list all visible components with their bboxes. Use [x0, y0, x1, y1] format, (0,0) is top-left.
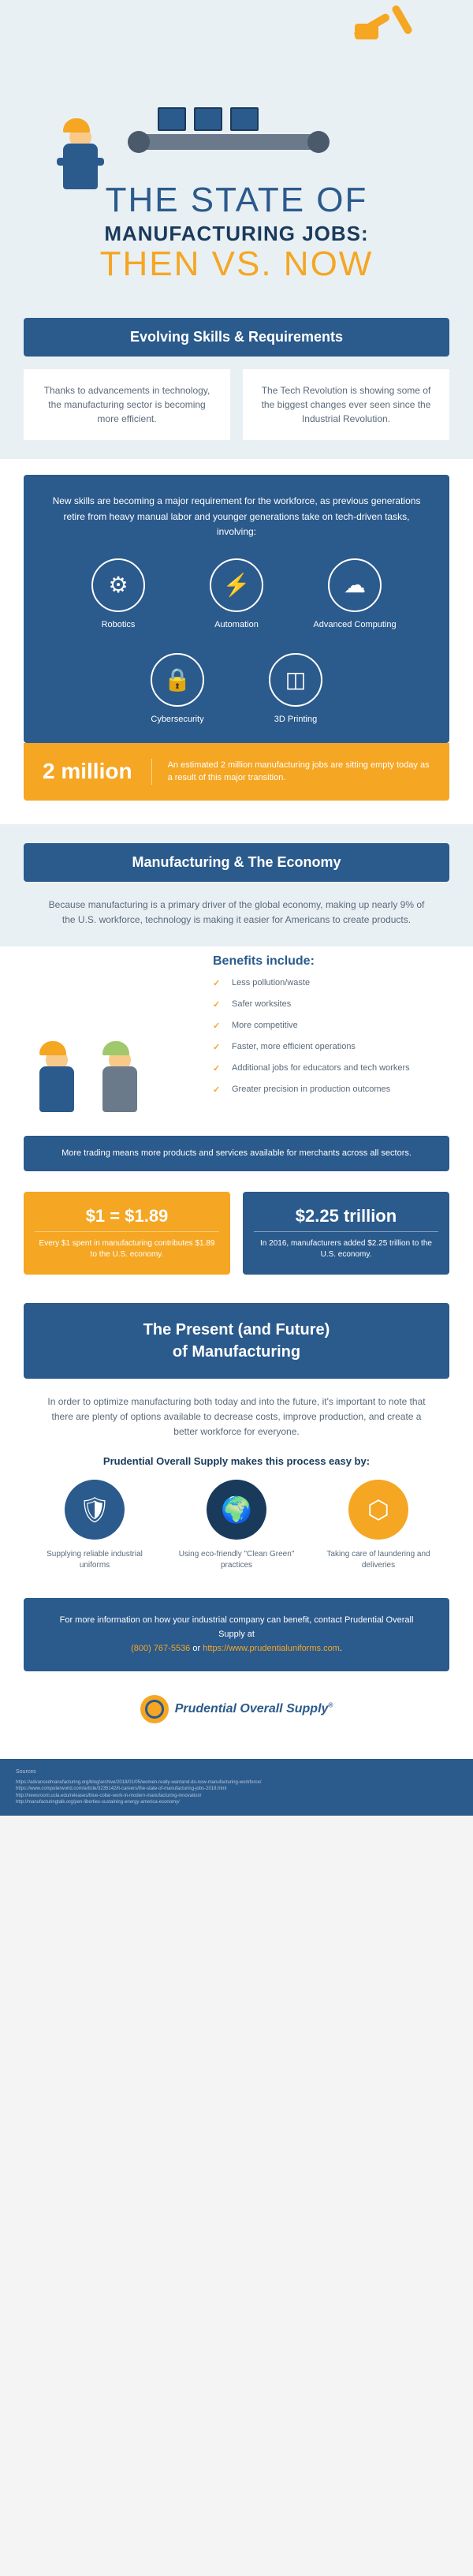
basin-icon: ⬡ — [348, 1480, 408, 1540]
process-laundering: ⬡ Taking care of laundering and deliveri… — [315, 1480, 441, 1571]
check-icon: ✓ — [213, 1085, 224, 1095]
process-label: Taking care of laundering and deliveries — [315, 1549, 441, 1571]
section-2-banner: Manufacturing & The Economy — [24, 843, 449, 882]
benefits-list: Benefits include: ✓Less pollution/waste … — [213, 954, 449, 1106]
logo-text: Prudential Overall Supply — [175, 1702, 329, 1715]
hero-section: THE STATE OF MANUFACTURING JOBS: THEN VS… — [0, 0, 473, 299]
check-icon: ✓ — [213, 978, 224, 988]
intro-cards: Thanks to advancements in technology, th… — [24, 369, 449, 440]
section-evolving-skills: Evolving Skills & Requirements Thanks to… — [0, 299, 473, 459]
benefit-item: ✓ Greater precision in production outcome… — [213, 1085, 449, 1095]
process-label: Using eco-friendly "Clean Green" practic… — [173, 1549, 300, 1571]
intro-card-1: Thanks to advancements in technology, th… — [24, 369, 230, 440]
check-icon: ✓ — [213, 1063, 224, 1073]
skills-grid: ⚙ Robotics ⚡ Automation ☁ Advanced Compu… — [43, 558, 430, 724]
source-link: https://www.computerworld.com/article/32… — [16, 1786, 457, 1792]
worker-illustration — [63, 112, 98, 166]
skill-label: 3D Printing — [252, 715, 339, 724]
title-line-2: MANUFACTURING JOBS: — [16, 222, 457, 245]
benefits-row: Benefits include: ✓Less pollution/waste … — [0, 946, 473, 1128]
skill-computing: ☁ Advanced Computing — [311, 558, 398, 629]
globe-icon: 🌍 — [207, 1480, 266, 1540]
stat-trillion: $2.25 trillion In 2016, manufacturers ad… — [243, 1192, 449, 1275]
skill-label: Automation — [193, 620, 280, 629]
skill-label: Cybersecurity — [134, 715, 221, 724]
skill-robotics: ⚙ Robotics — [75, 558, 162, 629]
stat-number: $1 = $1.89 — [35, 1206, 219, 1226]
benefits-title: Benefits include: — [213, 954, 449, 969]
trading-callout: More trading means more products and ser… — [24, 1136, 449, 1171]
stat-description: An estimated 2 million manufacturing job… — [151, 759, 430, 785]
intro-card-2: The Tech Revolution is showing some of t… — [243, 369, 449, 440]
source-link: http://newsroom.ucla.edu/releases/blue-c… — [16, 1793, 457, 1799]
benefit-item: ✓ Additional jobs for educators and tech … — [213, 1063, 449, 1073]
process-title: Prudential Overall Supply makes this pro… — [0, 1455, 473, 1480]
check-icon: ✓ — [213, 1021, 224, 1031]
process-row: 🛡 Supplying reliable industrial uniforms… — [0, 1480, 473, 1590]
stat-description: Every $1 spent in manufacturing contribu… — [35, 1231, 219, 1260]
skill-automation: ⚡ Automation — [193, 558, 280, 629]
benefit-text: Greater precision in production outcomes — [232, 1085, 390, 1094]
logo-mark-icon — [140, 1695, 169, 1723]
benefit-item: ✓ Faster, more efficient operations — [213, 1042, 449, 1052]
stat-description: In 2016, manufacturers added $2.25 trill… — [254, 1231, 438, 1260]
automation-icon: ⚡ — [210, 558, 263, 612]
process-uniforms: 🛡 Supplying reliable industrial uniforms — [32, 1480, 158, 1571]
footer: Prudential Overall Supply® — [0, 1671, 473, 1759]
check-icon: ✓ — [213, 999, 224, 1010]
skill-cybersecurity: 🔒 Cybersecurity — [134, 653, 221, 724]
main-title: THE STATE OF MANUFACTURING JOBS: THEN VS… — [16, 181, 457, 283]
benefit-text: Safer worksites — [232, 999, 291, 1009]
economy-intro: Because manufacturing is a primary drive… — [24, 882, 449, 943]
future-title-line-1: The Present (and Future) — [143, 1321, 330, 1338]
stat-number: 2 million — [43, 759, 132, 784]
workers-illustration — [24, 954, 197, 1112]
title-line-1: THE STATE OF — [106, 181, 368, 219]
sources-title: Sources — [16, 1768, 457, 1776]
benefit-text: Faster, more efficient operations — [232, 1042, 356, 1051]
section-economy: Manufacturing & The Economy Because manu… — [0, 824, 473, 946]
section-1-banner: Evolving Skills & Requirements — [24, 318, 449, 357]
benefit-item: ✓ Safer worksites — [213, 999, 449, 1010]
sources-section: Sources https://advancedmanufacturing.or… — [0, 1759, 473, 1815]
benefit-item: ✓ Less pollution/waste — [213, 978, 449, 988]
contact-period: . — [340, 1644, 342, 1653]
title-line-3: THEN VS. NOW — [16, 245, 457, 283]
process-green: 🌍 Using eco-friendly "Clean Green" pract… — [173, 1480, 300, 1571]
contact-text: For more information on how your industr… — [60, 1615, 414, 1639]
stat-multiplier: $1 = $1.89 Every $1 spent in manufacturi… — [24, 1192, 230, 1275]
skills-intro: New skills are becoming a major requirem… — [43, 494, 430, 539]
section-3-banner: The Present (and Future) of Manufacturin… — [24, 1303, 449, 1379]
skill-label: Robotics — [75, 620, 162, 629]
skill-label: Advanced Computing — [311, 620, 398, 629]
future-intro: In order to optimize manufacturing both … — [0, 1379, 473, 1456]
two-million-stat: 2 million An estimated 2 million manufac… — [24, 743, 449, 801]
check-icon: ✓ — [213, 1042, 224, 1052]
skills-panel: New skills are becoming a major requirem… — [24, 475, 449, 743]
cloud-icon: ☁ — [328, 558, 382, 612]
stat-number: $2.25 trillion — [254, 1206, 438, 1226]
future-title-line-2: of Manufacturing — [173, 1343, 300, 1361]
source-link: https://advancedmanufacturing.org/blog/a… — [16, 1779, 457, 1786]
skill-3d-printing: ◫ 3D Printing — [252, 653, 339, 724]
contact-url[interactable]: https://www.prudentialuniforms.com — [203, 1644, 340, 1653]
benefit-item: ✓ More competitive — [213, 1021, 449, 1031]
benefit-text: Additional jobs for educators and tech w… — [232, 1063, 410, 1073]
infographic-container: THE STATE OF MANUFACTURING JOBS: THEN VS… — [0, 0, 473, 1816]
conveyor-illustration — [134, 107, 323, 150]
process-label: Supplying reliable industrial uniforms — [32, 1549, 158, 1571]
source-link: http://manufacturingtalk.org/pen-liberti… — [16, 1799, 457, 1805]
cube-icon: ◫ — [269, 653, 322, 707]
robotics-icon: ⚙ — [91, 558, 145, 612]
hero-illustration — [16, 24, 457, 166]
lock-icon: 🔒 — [151, 653, 204, 707]
benefit-text: Less pollution/waste — [232, 978, 310, 987]
benefit-text: More competitive — [232, 1021, 298, 1030]
contact-or: or — [190, 1644, 203, 1653]
contact-box: For more information on how your industr… — [24, 1598, 449, 1671]
shield-icon: 🛡 — [65, 1480, 125, 1540]
economy-stats: $1 = $1.89 Every $1 spent in manufacturi… — [0, 1179, 473, 1287]
company-logo: Prudential Overall Supply® — [140, 1695, 333, 1723]
contact-phone[interactable]: (800) 767-5536 — [131, 1644, 190, 1653]
